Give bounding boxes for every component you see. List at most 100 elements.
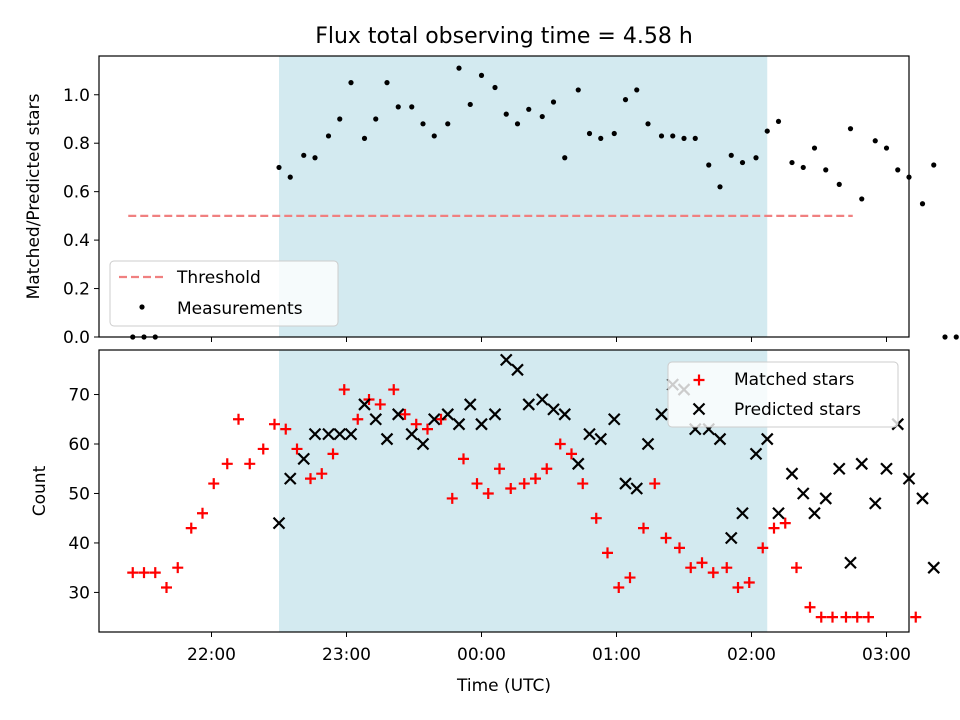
predicted-point — [796, 487, 810, 500]
matched-point — [280, 423, 292, 435]
legend-box — [109, 260, 339, 327]
predicted-point — [547, 403, 560, 416]
matched-point — [779, 517, 791, 529]
matched-point — [197, 507, 208, 519]
predicted-point — [619, 477, 632, 490]
matched-point — [624, 572, 636, 584]
predicted-point — [488, 408, 502, 421]
y-tick-label: 0.4 — [63, 231, 90, 251]
legend-threshold-label: Threshold — [176, 268, 261, 288]
matched-point — [316, 468, 328, 480]
predicted-point — [283, 472, 297, 485]
measurement-point — [384, 80, 390, 86]
measurement-point — [287, 174, 293, 180]
measurement-point — [775, 118, 782, 125]
matched-point — [696, 557, 708, 569]
matched-point — [352, 413, 364, 425]
predicted-point — [380, 432, 394, 446]
legend-measurement-label: Measurements — [177, 299, 303, 319]
predicted-point — [272, 516, 286, 530]
predicted-point — [832, 462, 846, 476]
measurement-point — [658, 133, 665, 139]
predicted-point — [511, 363, 524, 377]
matched-point — [458, 453, 469, 465]
measurement-point — [467, 101, 473, 108]
measurement-point — [539, 113, 545, 120]
matched-point — [827, 611, 838, 623]
matched-point — [840, 611, 852, 623]
matched-point — [244, 458, 256, 470]
matched-point — [410, 418, 422, 430]
measurement-point — [575, 87, 581, 93]
matched-point — [446, 492, 458, 504]
matched-point — [590, 512, 602, 524]
matched-point — [541, 463, 553, 475]
measurement-point — [598, 135, 604, 141]
y-tick-label: 60 — [68, 435, 90, 455]
matched-point — [138, 567, 150, 579]
matched-point — [693, 374, 705, 386]
predicted-point — [522, 398, 536, 411]
matched-point — [638, 522, 649, 534]
matched-point — [649, 478, 661, 490]
matched-point — [530, 473, 541, 485]
matched-point — [172, 562, 184, 574]
matched-point — [757, 542, 769, 554]
predicted-point — [369, 412, 383, 426]
predicted-point — [441, 408, 455, 421]
predicted-point — [427, 412, 441, 426]
measurement-point — [764, 128, 770, 134]
predicted-point — [358, 398, 371, 411]
matched-point — [768, 522, 780, 534]
predicted-point — [535, 393, 549, 406]
y-axis-label: Count — [30, 465, 50, 516]
measurement-point — [361, 135, 368, 141]
predicted-point — [607, 412, 621, 426]
predicted-point — [344, 427, 358, 441]
predicted-point — [630, 482, 644, 495]
measurement-point — [301, 152, 307, 158]
measurement-point — [325, 133, 332, 139]
matched-point — [910, 611, 922, 623]
matched-point — [482, 487, 494, 499]
predicted-point — [499, 353, 513, 367]
measurement-point — [800, 164, 806, 171]
measurement-point — [420, 121, 426, 127]
y-tick-label: 0.8 — [63, 134, 90, 154]
measurement-point — [692, 135, 698, 141]
matched-point — [161, 581, 172, 593]
predicted-point — [594, 432, 608, 446]
measurement-point — [931, 162, 937, 168]
measurement-point — [514, 121, 521, 127]
predicted-point — [785, 467, 799, 480]
predicted-point — [416, 437, 430, 451]
matched-point — [388, 384, 400, 396]
predicted-point — [855, 457, 869, 471]
measurement-point — [895, 167, 901, 173]
matched-point — [374, 398, 386, 410]
y-tick-label: 0.2 — [63, 280, 90, 300]
matched-point — [685, 562, 697, 574]
predicted-point — [475, 417, 488, 431]
predicted-point — [916, 492, 929, 505]
x-tick-label: 23:00 — [322, 645, 371, 665]
measurement-point — [953, 334, 959, 340]
matched-point — [327, 448, 339, 460]
measurement-point — [811, 145, 818, 151]
predicted-point — [927, 561, 941, 574]
matched-point — [291, 443, 303, 455]
predicted-point — [297, 452, 311, 466]
x-tick-label: 01:00 — [592, 645, 641, 665]
measurement-point — [634, 87, 640, 93]
measurement-point — [739, 159, 746, 166]
matched-point — [791, 562, 802, 574]
y-tick-label: 0.0 — [63, 328, 90, 348]
predicted-point — [405, 427, 419, 441]
matched-point — [221, 458, 233, 470]
matched-point — [399, 408, 411, 420]
predicted-point — [844, 556, 857, 570]
y-tick-label: 0.6 — [63, 183, 90, 203]
predicted-point — [736, 506, 749, 520]
matched-point — [518, 478, 530, 490]
